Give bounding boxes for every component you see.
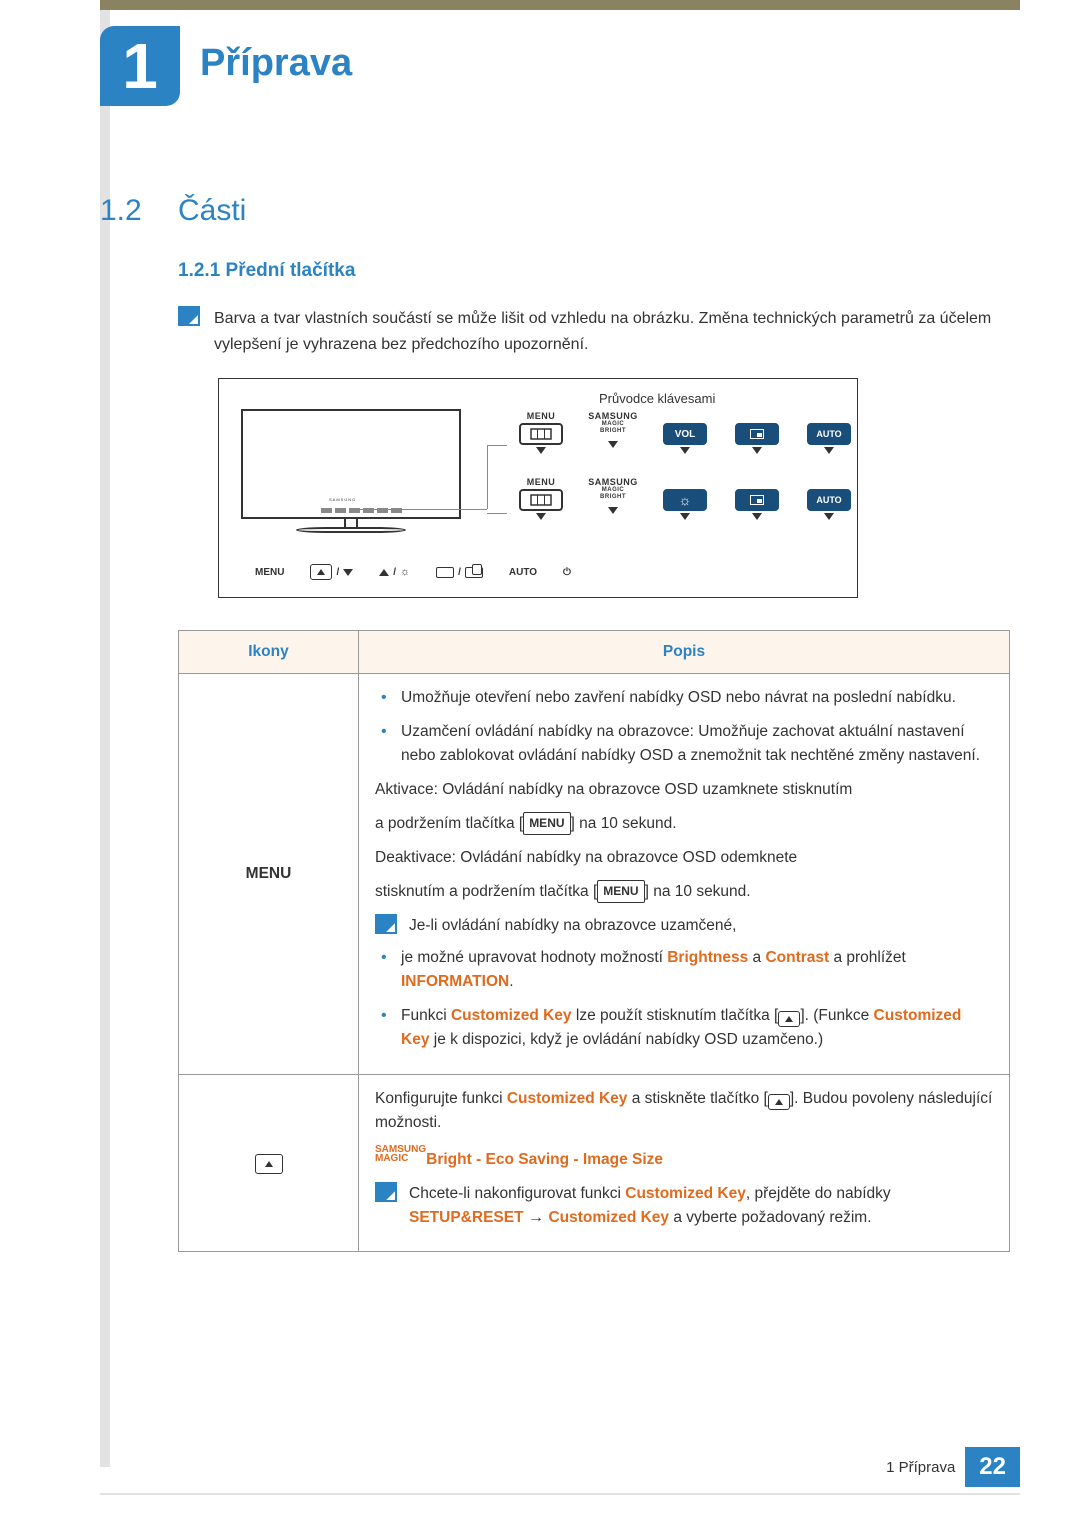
row1-sb1: je možné upravovat hodnoty možností Brig… bbox=[375, 946, 993, 994]
table-row: Konfigurujte funkci Customized Key a sti… bbox=[179, 1075, 1010, 1252]
section-title: Části bbox=[178, 194, 246, 228]
left-stripe bbox=[100, 10, 110, 1467]
page-number: 22 bbox=[965, 1447, 1020, 1487]
menu-label: MENU bbox=[527, 411, 556, 421]
auto-key-icon: AUTO bbox=[807, 423, 851, 445]
key-guide-label: Průvodce klávesami bbox=[599, 391, 715, 406]
up-key-icon bbox=[768, 1094, 790, 1110]
source-icon: / bbox=[436, 567, 483, 578]
menu-keyboard-icon: MENU bbox=[597, 880, 644, 903]
section-number: 1.2 bbox=[100, 194, 142, 228]
menu-text: MENU bbox=[255, 567, 284, 578]
row2-p1: Konfigurujte funkci Customized Key a sti… bbox=[375, 1087, 993, 1135]
row2-note-text: Chcete-li nakonfigurovat funkci Customiz… bbox=[409, 1182, 993, 1231]
intro-note-row: Barva a tvar vlastních součástí se může … bbox=[178, 306, 1010, 357]
bottom-button-row: MENU / / ☼ / AUTO ⏻ bbox=[255, 564, 571, 580]
footer: 1 Příprava 22 bbox=[886, 1447, 1020, 1487]
auto-text: AUTO bbox=[509, 567, 537, 578]
row2-desc: Konfigurujte funkci Customized Key a sti… bbox=[375, 1087, 993, 1231]
menu-label-2: MENU bbox=[527, 477, 556, 487]
footer-chapter-ref: 1 Příprava bbox=[886, 1459, 955, 1476]
samsung-magic-label: SAMSUNGMAGIC bbox=[375, 1145, 426, 1163]
button-description-table: Ikony Popis MENU Umožňuje otevření nebo … bbox=[178, 630, 1010, 1252]
table-header-icons: Ikony bbox=[179, 631, 359, 674]
row2-icon-cell bbox=[179, 1075, 359, 1252]
note-icon bbox=[375, 1182, 397, 1202]
key-guide-row-2: MENU SAMSUNGMAGICBRIGHT ☼ AUTO bbox=[509, 477, 861, 520]
row1-bullet2: Uzamčení ovládání nabídky na obrazovce: … bbox=[375, 720, 993, 768]
page: 1 Příprava 1.2 Části 1.2.1 Přední tlačít… bbox=[0, 0, 1080, 1527]
row2-options: SAMSUNGMAGICBright - Eco Saving - Image … bbox=[375, 1145, 993, 1172]
auto-key-icon-2: AUTO bbox=[807, 489, 851, 511]
monitor-brand: SAMSUNG bbox=[329, 497, 356, 502]
row2-subnote: Chcete-li nakonfigurovat funkci Customiz… bbox=[375, 1182, 993, 1231]
row1-p1a: Aktivace: Ovládání nabídky na obrazovce … bbox=[375, 778, 993, 802]
note-icon bbox=[375, 914, 397, 934]
monitor-screen: SAMSUNG bbox=[241, 409, 461, 519]
chapter-number-badge: 1 bbox=[100, 26, 180, 106]
monitor-outline: SAMSUNG bbox=[241, 409, 461, 549]
row1-p2: Deaktivace: Ovládání nabídky na obrazovc… bbox=[375, 846, 993, 870]
power-icon: ⏻ bbox=[563, 567, 571, 578]
menu-key-icon-2 bbox=[519, 489, 563, 511]
row1-desc: Umožňuje otevření nebo zavření nabídky O… bbox=[375, 686, 993, 1052]
samsung-label-2: SAMSUNGMAGICBRIGHT bbox=[588, 477, 638, 487]
custom-down-icon: / bbox=[310, 564, 353, 580]
table-row: MENU Umožňuje otevření nebo zavření nabí… bbox=[179, 674, 1010, 1075]
up-key-icon bbox=[255, 1154, 283, 1174]
intro-note-text: Barva a tvar vlastních součástí se může … bbox=[214, 306, 1010, 357]
table-header-desc: Popis bbox=[359, 631, 1010, 674]
up-bright-icon: / ☼ bbox=[379, 566, 410, 578]
subsection-title: 1.2.1 Přední tlačítka bbox=[178, 260, 355, 282]
chapter-title: Příprava bbox=[200, 42, 352, 85]
note-icon bbox=[178, 306, 200, 326]
key-guide-row-1: MENU SAMSUNGMAGICBRIGHT VOL AUTO bbox=[509, 411, 861, 454]
pip-key-icon bbox=[735, 423, 779, 445]
row1-note-text: Je-li ovládání nabídky na obrazovce uzam… bbox=[409, 914, 993, 938]
brightness-key-icon: ☼ bbox=[663, 489, 707, 511]
vol-key-icon: VOL bbox=[663, 423, 707, 445]
row1-p1b: a podržením tlačítka [MENU] na 10 sekund… bbox=[375, 812, 993, 836]
samsung-label: SAMSUNGMAGICBRIGHT bbox=[588, 411, 638, 421]
row1-sb2: Funkci Customized Key lze použít stisknu… bbox=[375, 1004, 993, 1052]
menu-keyboard-icon: MENU bbox=[523, 812, 570, 835]
top-accent-bar bbox=[100, 0, 1020, 10]
up-key-icon bbox=[778, 1011, 800, 1027]
monitor-diagram: SAMSUNG Průvodce klávesami MENU SAMSUNGM… bbox=[218, 378, 858, 598]
footer-divider bbox=[100, 1493, 1020, 1495]
menu-key-icon bbox=[519, 423, 563, 445]
pip-key-icon-2 bbox=[735, 489, 779, 511]
row1-icon-cell: MENU bbox=[179, 674, 359, 1075]
row1-subnote: Je-li ovládání nabídky na obrazovce uzam… bbox=[375, 914, 993, 938]
row1-p3: stisknutím a podržením tlačítka [MENU] n… bbox=[375, 880, 993, 904]
row1-bullet1: Umožňuje otevření nebo zavření nabídky O… bbox=[375, 686, 993, 710]
